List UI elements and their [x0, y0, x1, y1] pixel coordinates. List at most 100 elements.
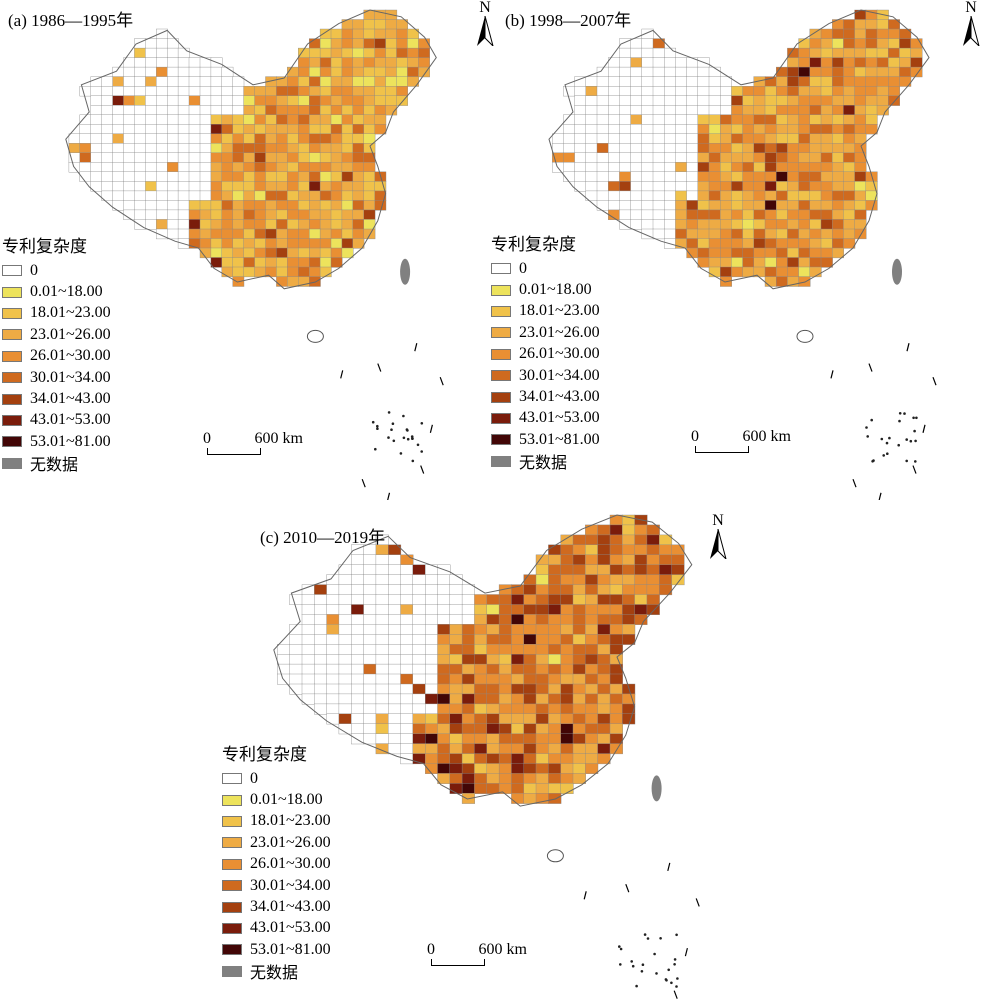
region-cell — [731, 190, 744, 201]
island-dot — [905, 459, 908, 463]
region-cell — [719, 219, 732, 230]
region-cell — [820, 190, 833, 201]
region-cell — [301, 643, 315, 655]
region-cell — [210, 85, 223, 97]
region-cell — [177, 171, 190, 182]
region-cell — [276, 238, 288, 249]
region-cell — [697, 104, 710, 116]
region-cell — [764, 228, 777, 240]
region-cell — [400, 693, 414, 705]
region-cell — [630, 143, 643, 154]
region-cell — [338, 693, 352, 705]
region-cell — [309, 95, 321, 106]
region-cell — [764, 200, 777, 211]
region-cell — [535, 584, 549, 596]
region-cell — [90, 162, 103, 173]
region-cell — [254, 238, 267, 249]
island-dot — [673, 958, 677, 961]
region-cell — [418, 47, 430, 59]
island-dot — [619, 947, 623, 951]
region-cell — [809, 219, 822, 230]
region-cell — [424, 584, 439, 596]
region-cell — [341, 123, 354, 135]
region-cell — [697, 114, 710, 125]
region-cell — [232, 171, 245, 182]
region-cell — [412, 723, 426, 735]
region-cell — [719, 266, 732, 278]
legend-label: 0 — [519, 259, 527, 277]
region-cell — [630, 114, 643, 125]
region-cell — [585, 693, 599, 705]
region-cell — [719, 247, 732, 259]
region-cell — [560, 753, 574, 765]
legend-label: 26.01~30.00 — [519, 345, 600, 363]
region-cell — [301, 653, 315, 665]
region-cell — [276, 266, 288, 278]
region-cell — [400, 713, 414, 725]
region-cell — [418, 66, 430, 78]
region-cell — [145, 104, 157, 116]
region-cell — [843, 47, 856, 59]
region-cell — [166, 114, 179, 125]
region-cell — [798, 104, 811, 116]
region-cell — [309, 247, 321, 259]
region-cell — [552, 143, 565, 154]
region-cell — [188, 209, 201, 220]
region-cell — [585, 653, 599, 665]
region-cell — [123, 114, 136, 125]
region-cell — [387, 703, 402, 715]
island-dot — [402, 414, 405, 418]
region-cell — [535, 773, 549, 784]
region-cell — [697, 171, 710, 182]
region-cell — [585, 76, 598, 87]
region-cell — [400, 673, 414, 685]
region-cell — [630, 209, 643, 220]
region-cell — [560, 693, 574, 705]
region-cell — [843, 38, 856, 49]
region-cell — [641, 104, 654, 116]
region-cell — [400, 634, 414, 645]
region-cell — [511, 753, 525, 765]
legend-label: 53.01~81.00 — [250, 940, 331, 958]
region-cell — [585, 534, 599, 546]
boundary-dash — [377, 363, 382, 372]
region-cell — [574, 114, 587, 125]
region-cell — [560, 604, 574, 616]
region-cell — [437, 673, 451, 685]
legend-swatch — [2, 265, 22, 277]
region-cell — [641, 114, 654, 125]
region-cell — [776, 152, 789, 163]
region-cell — [910, 57, 923, 68]
region-cell — [787, 257, 800, 268]
region-cell — [498, 643, 513, 655]
region-cell — [350, 604, 365, 616]
region-cell — [888, 57, 901, 68]
region-cell — [511, 793, 525, 804]
region-cell — [753, 152, 766, 163]
legend-label: 无数据 — [519, 455, 568, 473]
region-cell — [437, 604, 451, 616]
region-cell — [352, 47, 365, 59]
north-arrow-c: N — [703, 513, 733, 564]
region-cell — [719, 143, 732, 154]
region-cell — [232, 219, 245, 230]
region-cell — [535, 594, 549, 606]
region-cell — [596, 171, 609, 182]
island-dot — [376, 427, 379, 431]
boundary-dash — [387, 492, 391, 500]
region-cell — [287, 76, 299, 87]
region-cell — [314, 634, 328, 645]
region-cell — [210, 133, 223, 144]
region-cell — [560, 703, 574, 715]
region-cell — [630, 85, 643, 97]
region-cell — [560, 624, 574, 635]
region-cell — [287, 276, 299, 287]
region-cell — [134, 85, 146, 97]
island-dot — [410, 435, 414, 438]
region-cell — [597, 534, 611, 546]
region-cell — [798, 57, 811, 68]
boundary-dash — [852, 478, 857, 488]
region-cell — [326, 673, 340, 685]
region-cell — [287, 257, 299, 268]
region-cell — [641, 57, 654, 68]
